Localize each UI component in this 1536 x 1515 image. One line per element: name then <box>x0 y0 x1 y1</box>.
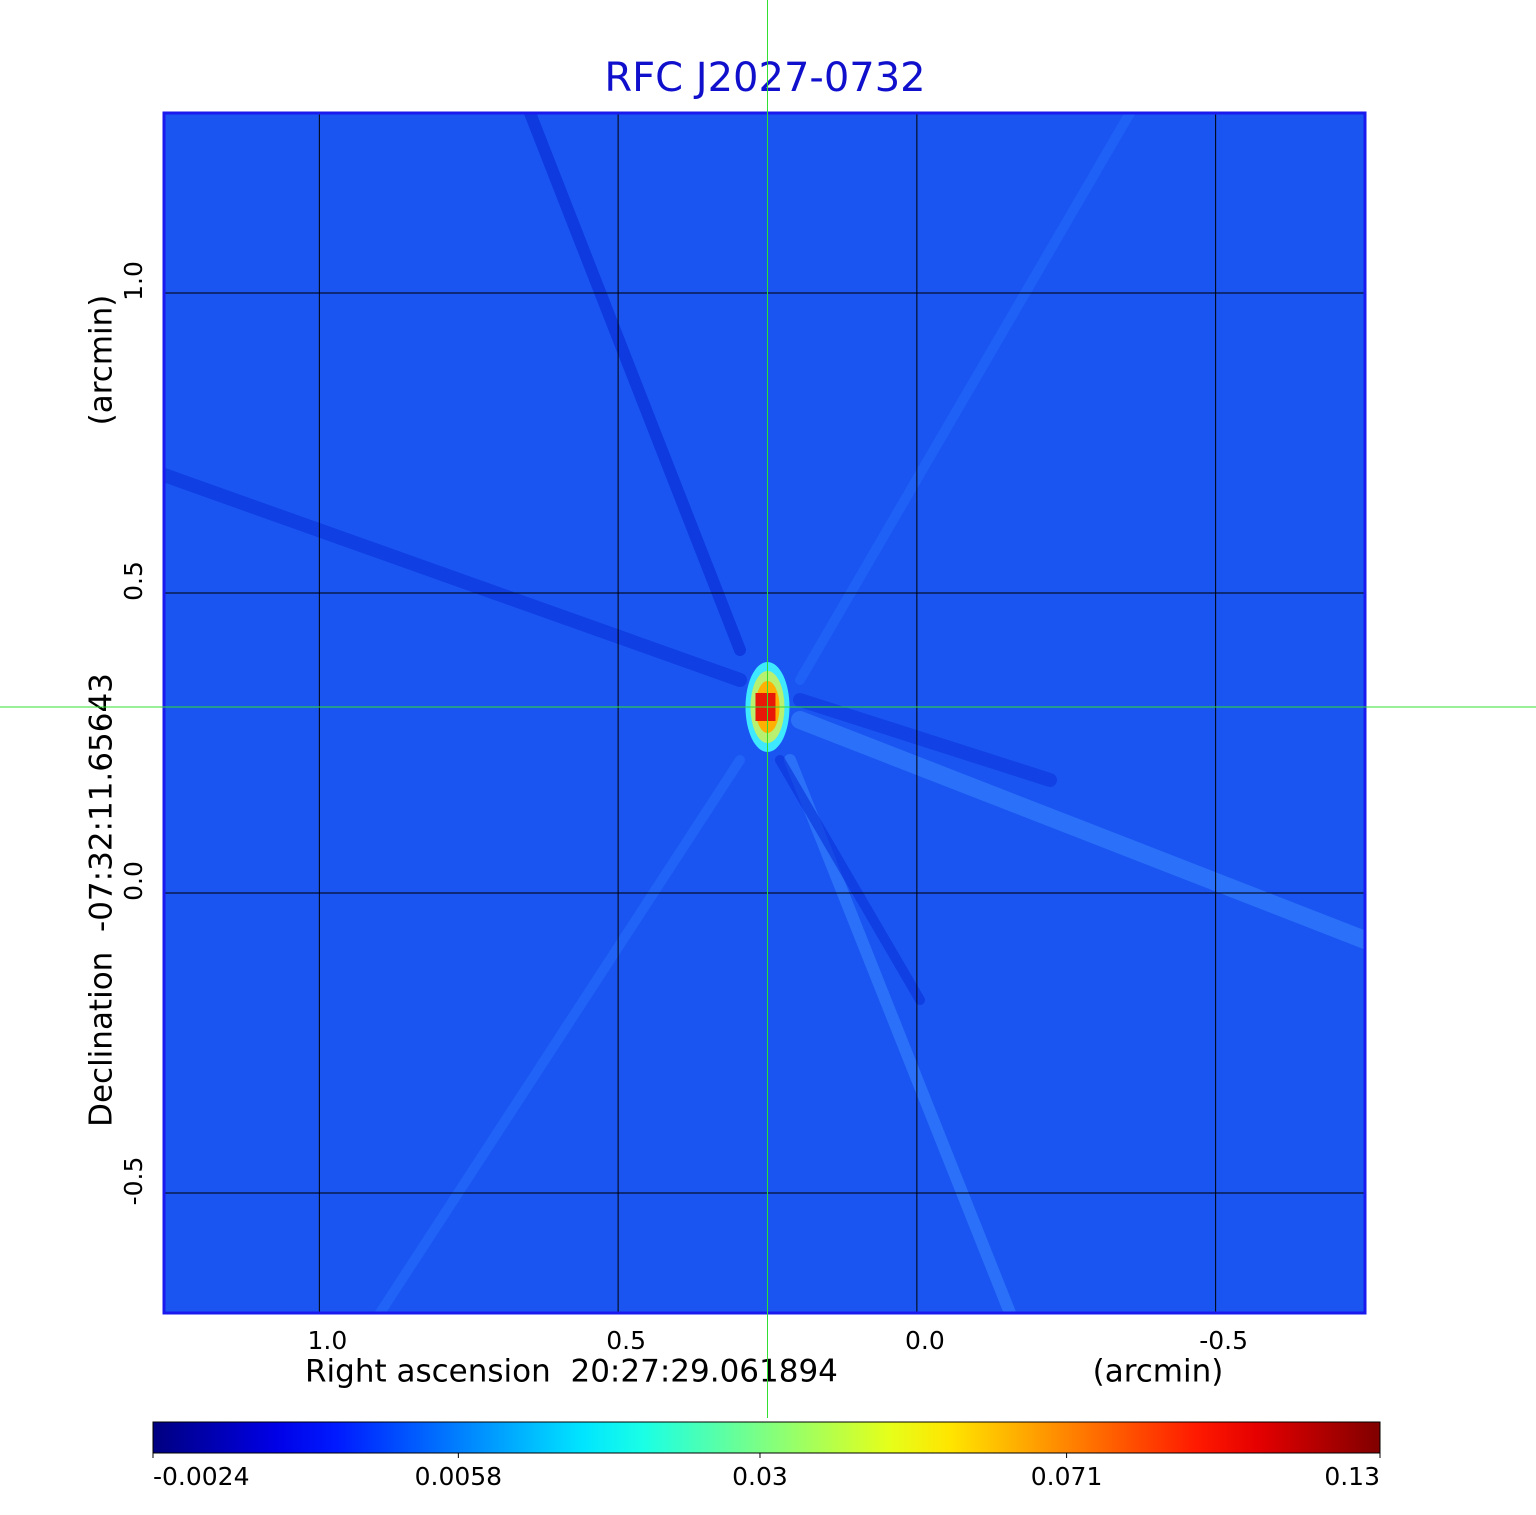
plot-frame <box>162 111 1367 1315</box>
y-tick-label: -0.5 <box>119 1157 148 1206</box>
x-axis-label: Right ascension 20:27:29.061894 <box>305 1354 838 1390</box>
colorbar-tick-label: -0.0024 <box>153 1462 250 1491</box>
colorbar-tick-label: 0.13 <box>1324 1462 1380 1491</box>
x-tick-label: 0.0 <box>905 1326 945 1355</box>
sidelobes <box>164 113 1365 1313</box>
y-axis-unit: (arcmin) <box>84 295 120 426</box>
x-tick-label: 1.0 <box>307 1326 347 1355</box>
chart-title: RFC J2027-0732 <box>604 55 925 101</box>
x-tick-label: 0.5 <box>606 1326 646 1355</box>
x-tick-label: -0.5 <box>1199 1326 1248 1355</box>
x-axis-unit: (arcmin) <box>1093 1354 1224 1390</box>
colorbar-tick-label: 0.03 <box>732 1462 788 1491</box>
y-tick-label: 0.5 <box>119 561 148 601</box>
plot-area <box>164 113 1365 1313</box>
colorbar-tick-label: 0.0058 <box>415 1462 502 1491</box>
colorbar-tick-label: 0.071 <box>1031 1462 1103 1491</box>
y-axis-label: Declination -07:32:11.65643 <box>84 673 120 1127</box>
colorbar <box>152 1421 1381 1454</box>
y-tick-label: 1.0 <box>119 261 148 301</box>
y-tick-label: 0.0 <box>119 861 148 901</box>
